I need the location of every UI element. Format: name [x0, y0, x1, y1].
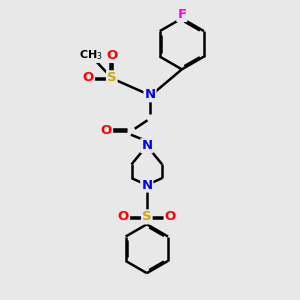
Text: F: F	[177, 8, 186, 21]
Text: O: O	[106, 49, 117, 62]
Text: O: O	[118, 210, 129, 224]
Text: N: N	[144, 88, 156, 101]
Text: O: O	[101, 124, 112, 137]
Text: O: O	[164, 210, 176, 224]
Text: CH$_3$: CH$_3$	[79, 49, 103, 62]
Text: N: N	[141, 139, 152, 152]
Text: N: N	[141, 178, 152, 191]
Text: O: O	[83, 71, 94, 84]
Text: S: S	[142, 210, 152, 224]
Text: S: S	[107, 71, 117, 84]
